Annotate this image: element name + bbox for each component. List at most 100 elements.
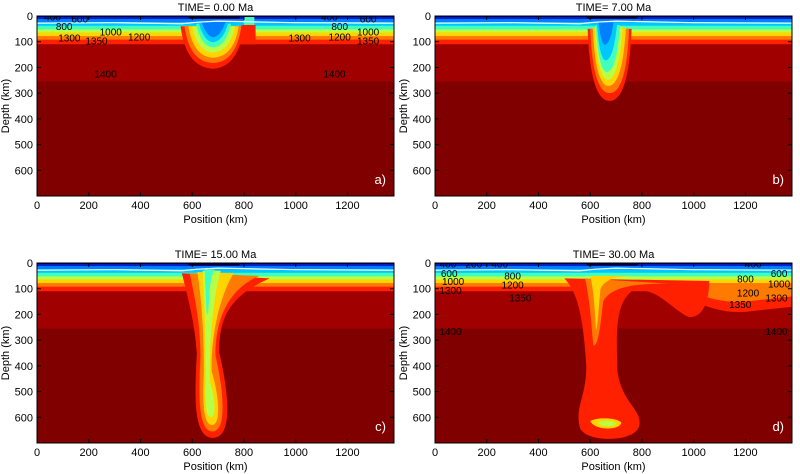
x-tick-label: 1200	[733, 200, 757, 212]
y-axis-label: Depth (km)	[398, 326, 410, 380]
x-tick-label: 600	[183, 200, 201, 212]
y-tick-label: 100	[413, 284, 431, 296]
x-tick-label: 1000	[681, 200, 705, 212]
contour-label: 1400	[323, 70, 346, 81]
contour-label: 400	[440, 260, 457, 271]
y-tick-label: 500	[15, 387, 33, 399]
contour-label: 1400	[765, 327, 788, 338]
contour-label: 400	[44, 13, 61, 24]
drip-contour-600	[598, 22, 614, 45]
y-axis-label: Depth (km)	[0, 326, 12, 380]
y-tick-label: 600	[15, 412, 33, 424]
contour-label: 600	[441, 269, 458, 280]
x-tick-label: 0	[34, 447, 40, 459]
contour-label: 1300	[765, 294, 788, 305]
chart-title: TIME= 30.00 Ma	[573, 249, 656, 261]
drip-contour-600	[201, 21, 226, 38]
contour-label: 1400	[94, 70, 117, 81]
contour-label: 1200	[737, 288, 760, 299]
contour-label: 1000	[768, 279, 791, 290]
contour-label: 800	[331, 22, 348, 33]
x-tick-label: 0	[34, 200, 40, 212]
x-tick-label: 200	[80, 447, 98, 459]
contour-label: 600	[771, 269, 788, 280]
y-tick-label: 500	[413, 140, 431, 152]
x-tick-label: 800	[633, 447, 651, 459]
contour-label: 1350	[357, 36, 380, 47]
contour-label: 600	[360, 14, 377, 25]
drip-contour-900	[597, 420, 617, 427]
contour-label: 400	[321, 13, 338, 24]
panel-letter: b)	[772, 172, 784, 187]
x-tick-label: 1000	[283, 447, 307, 459]
contour-label: 1350	[509, 294, 532, 305]
contour-label: 1300	[58, 34, 81, 45]
x-tick-label: 200	[80, 200, 98, 212]
x-tick-label: 600	[183, 447, 201, 459]
drip-contour-800	[243, 16, 255, 25]
contour-label: 1000	[100, 27, 123, 38]
drip-contour-1300	[241, 25, 256, 45]
contour-label: 400	[491, 260, 508, 271]
x-tick-label: 1200	[733, 447, 757, 459]
y-tick-label: 600	[413, 165, 431, 177]
y-tick-label: 300	[15, 88, 33, 100]
x-tick-label: 1200	[335, 200, 359, 212]
x-tick-label: 0	[432, 447, 438, 459]
contour-label: 200	[465, 260, 482, 271]
basin-fill	[88, 16, 242, 19]
y-tick-label: 200	[413, 62, 431, 74]
contour-label: 1000	[442, 277, 465, 288]
x-axis-label: Position (km)	[183, 461, 247, 473]
axes-frame	[434, 262, 793, 444]
contour-label: 1300	[288, 34, 311, 45]
y-tick-label: 400	[15, 114, 33, 126]
y-axis-label: Depth (km)	[398, 79, 410, 133]
y-tick-label: 500	[15, 140, 33, 152]
contour-label: 1350	[729, 300, 752, 311]
y-tick-label: 400	[15, 361, 33, 373]
contour-label: 800	[504, 272, 521, 283]
basin-fill	[486, 263, 640, 266]
x-axis-label: Position (km)	[183, 214, 247, 226]
y-tick-label: 0	[425, 11, 431, 23]
y-tick-label: 300	[413, 335, 431, 347]
chart-title: TIME= 0.00 Ma	[178, 2, 254, 14]
contour-label: 1350	[85, 36, 108, 47]
y-tick-label: 600	[15, 165, 33, 177]
y-tick-label: 400	[413, 361, 431, 373]
y-tick-label: 100	[413, 37, 431, 49]
y-tick-label: 300	[15, 335, 33, 347]
contour-label: 800	[56, 22, 73, 33]
x-tick-label: 0	[432, 200, 438, 212]
plot-area	[435, 16, 792, 196]
contour-label: 1200	[501, 281, 524, 292]
y-tick-label: 0	[27, 11, 33, 23]
panel-letter: a)	[374, 172, 386, 187]
panel-a: 400 600 800 1000 1200 1300 1350 1400 400 600 800 10…	[0, 2, 395, 226]
y-tick-label: 300	[413, 88, 431, 100]
drip-contour-800	[204, 269, 216, 315]
x-tick-label: 800	[235, 200, 253, 212]
x-tick-label: 200	[478, 200, 496, 212]
contour-label: 800	[737, 274, 754, 285]
contour-label: 1000	[357, 27, 380, 38]
y-tick-label: 0	[27, 258, 33, 270]
moho-line	[435, 20, 792, 25]
x-tick-label: 1000	[681, 447, 705, 459]
x-tick-label: 400	[529, 447, 547, 459]
contour-label: 400	[745, 260, 762, 271]
x-tick-label: 400	[529, 200, 547, 212]
y-tick-label: 200	[15, 62, 33, 74]
panel-letter: d)	[772, 419, 784, 434]
axes-frame	[36, 262, 395, 444]
basin-fill	[88, 263, 242, 266]
y-tick-label: 200	[413, 309, 431, 321]
x-tick-label: 800	[633, 200, 651, 212]
moho-line	[37, 20, 394, 25]
y-axis-label: Depth (km)	[0, 79, 12, 133]
